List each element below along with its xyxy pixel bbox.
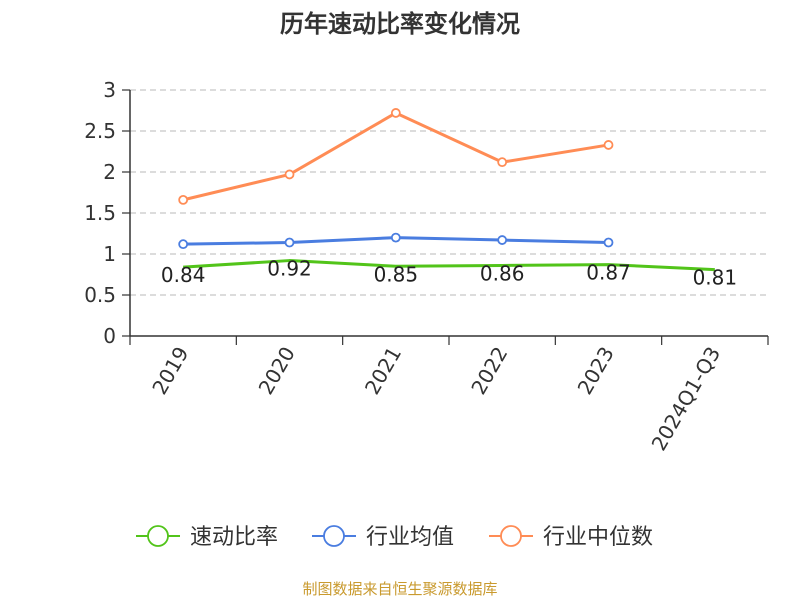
y-tick-label: 1	[103, 242, 116, 266]
data-label: 0.87	[586, 261, 631, 285]
legend-item-1: 速动比率	[136, 525, 278, 550]
data-point	[497, 235, 508, 245]
y-tick-label: 0	[103, 324, 116, 348]
legend: 速动比率 行业均值 行业中位数	[136, 525, 653, 550]
data-label: 0.84	[161, 263, 206, 287]
data-point	[603, 237, 614, 248]
x-tick-label: 2023	[573, 343, 619, 399]
y-tick-label: 1.5	[84, 201, 116, 225]
data-label: 0.81	[693, 266, 738, 290]
legend-label: 速动比率	[190, 525, 278, 550]
x-tick-label: 2019	[147, 343, 193, 399]
legend-item-3: 行业中位数	[489, 525, 653, 550]
series-line	[182, 111, 609, 202]
x-tick-label: 2021	[360, 343, 406, 399]
x-tick-label: 2024Q1-Q3	[646, 343, 725, 455]
data-point	[497, 157, 508, 168]
data-label: 0.86	[480, 261, 525, 285]
data-label: 0.85	[374, 262, 419, 286]
legend-marker	[500, 525, 522, 547]
data-point	[390, 232, 401, 243]
legend-label: 行业均值	[366, 525, 454, 550]
legend-marker	[323, 525, 345, 547]
data-point	[284, 169, 295, 180]
grid-lines	[130, 89, 768, 296]
x-tick-label: 2022	[466, 342, 512, 398]
data-label: 0.92	[267, 257, 312, 281]
source-note: 制图数据来自恒生聚源数据库	[302, 580, 497, 598]
legend-item-2: 行业均值	[312, 525, 454, 550]
data-point	[284, 237, 295, 248]
legend-label: 行业中位数	[543, 525, 653, 550]
series-lines	[178, 108, 715, 272]
y-tick-label: 3	[103, 78, 116, 102]
data-point	[603, 140, 614, 150]
y-tick-label: 2.5	[84, 119, 116, 143]
y-tick-label: 0.5	[84, 283, 116, 307]
y-tick-label: 2	[103, 160, 116, 184]
x-tick-label: 2020	[254, 343, 300, 399]
data-labels: 0.84 0.92 0.85 0.86 0.87 0.81	[161, 257, 737, 290]
series-1	[183, 259, 715, 272]
series-2	[178, 232, 614, 250]
data-point	[390, 108, 401, 118]
chart-title: 历年速动比率变化情况	[280, 10, 520, 38]
data-point	[178, 239, 189, 250]
series-3	[178, 108, 614, 205]
series-line	[183, 259, 715, 272]
legend-marker	[147, 525, 169, 547]
data-point	[178, 194, 189, 205]
